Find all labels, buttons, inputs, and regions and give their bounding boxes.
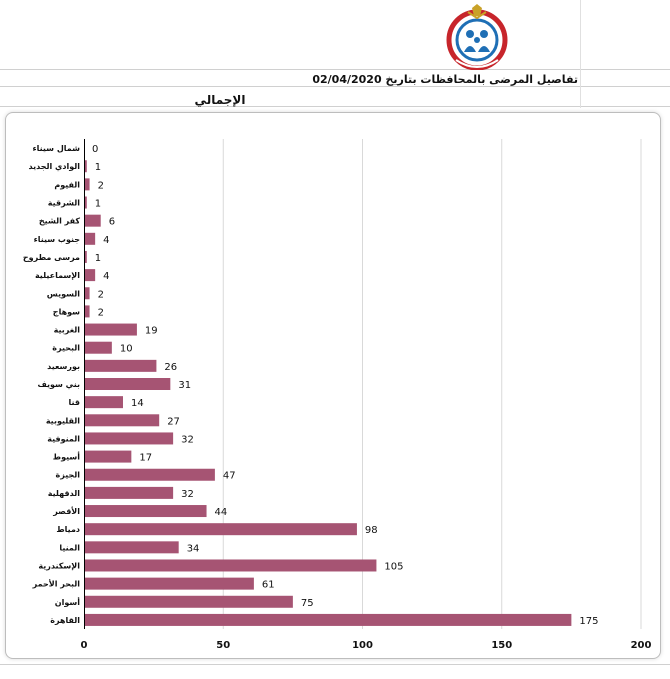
category-label: الأقصر bbox=[52, 506, 80, 516]
bar bbox=[84, 414, 160, 427]
category-label: قنا bbox=[68, 398, 80, 407]
value-label: 1 bbox=[95, 162, 101, 173]
bar bbox=[84, 523, 357, 536]
bar bbox=[84, 214, 101, 227]
category-label: الدقهلية bbox=[48, 489, 81, 498]
x-tick-label: 0 bbox=[81, 640, 88, 651]
value-label: 4 bbox=[103, 271, 109, 282]
chart-header-title: تفاصيل المرضى بالمحافظات بتاريخ 02/04/20… bbox=[312, 73, 578, 86]
bar bbox=[84, 378, 171, 390]
bar bbox=[84, 323, 137, 336]
value-label: 17 bbox=[139, 453, 152, 464]
value-label: 2 bbox=[98, 180, 104, 191]
bar bbox=[84, 196, 87, 209]
value-label: 175 bbox=[579, 616, 598, 627]
category-label: المنوفية bbox=[47, 434, 80, 443]
category-label: الإسماعيلية bbox=[35, 271, 80, 280]
category-label: البحيرة bbox=[52, 344, 80, 353]
value-label: 14 bbox=[131, 398, 144, 409]
category-label: الإسكندرية bbox=[38, 561, 80, 570]
bar bbox=[84, 232, 96, 245]
bar bbox=[84, 396, 123, 409]
x-tick-label: 100 bbox=[352, 640, 373, 651]
value-label: 6 bbox=[109, 217, 115, 228]
chart-header-subtitle: الإجمالي bbox=[194, 93, 246, 107]
value-label: 1 bbox=[95, 253, 101, 264]
x-tick-label: 200 bbox=[631, 640, 652, 651]
value-label: 2 bbox=[98, 307, 104, 318]
bar bbox=[84, 450, 132, 463]
value-label: 31 bbox=[178, 380, 191, 391]
category-label: البحر الأحمر bbox=[32, 579, 81, 589]
bar bbox=[84, 577, 254, 590]
value-label: 61 bbox=[262, 580, 275, 591]
value-label: 98 bbox=[365, 525, 378, 536]
category-label: الفيوم bbox=[54, 180, 80, 189]
value-label: 44 bbox=[215, 507, 228, 518]
bar bbox=[84, 359, 157, 372]
category-label: أسيوط bbox=[53, 452, 80, 462]
bar bbox=[84, 559, 377, 572]
category-label: الوادي الجديد bbox=[29, 162, 81, 171]
value-label: 75 bbox=[301, 598, 314, 609]
bar bbox=[84, 613, 572, 626]
bar bbox=[84, 541, 179, 554]
value-label: 27 bbox=[167, 416, 180, 427]
bar bbox=[84, 160, 87, 173]
bar bbox=[84, 269, 96, 282]
category-label: القاهرة bbox=[50, 616, 80, 625]
bar bbox=[84, 505, 207, 518]
ministry-of-health-logo bbox=[442, 4, 512, 71]
category-label: الشرقية bbox=[48, 199, 80, 208]
category-label: أسوان bbox=[55, 597, 80, 607]
value-label: 32 bbox=[181, 434, 194, 445]
category-label: بورسعيد bbox=[47, 362, 80, 371]
value-label: 26 bbox=[164, 362, 177, 373]
category-label: دمياط bbox=[56, 525, 80, 534]
bar bbox=[84, 468, 215, 481]
value-label: 0 bbox=[92, 144, 98, 155]
value-label: 10 bbox=[120, 344, 133, 355]
x-tick-label: 50 bbox=[216, 640, 230, 651]
bar bbox=[84, 287, 90, 300]
value-label: 32 bbox=[181, 489, 194, 500]
category-label: سوهاج bbox=[53, 307, 80, 316]
value-label: 105 bbox=[384, 561, 403, 572]
category-label: القليوبية bbox=[46, 416, 80, 425]
bar bbox=[84, 178, 90, 191]
category-label: الغربية bbox=[54, 326, 81, 335]
bar bbox=[84, 250, 87, 263]
bar bbox=[84, 595, 293, 608]
bar bbox=[84, 432, 174, 445]
category-label: المنيا bbox=[59, 543, 80, 552]
bar bbox=[84, 341, 112, 354]
value-label: 47 bbox=[223, 471, 236, 482]
category-label: الجيزة bbox=[56, 471, 81, 480]
category-label: بني سويف bbox=[37, 380, 80, 389]
value-label: 34 bbox=[187, 543, 200, 554]
value-label: 4 bbox=[103, 235, 109, 246]
bar bbox=[84, 486, 174, 499]
x-tick-label: 150 bbox=[491, 640, 512, 651]
value-label: 2 bbox=[98, 289, 104, 300]
category-label: مرسى مطروح bbox=[23, 253, 80, 262]
category-label: جنوب سيناء bbox=[34, 235, 81, 244]
bar bbox=[84, 305, 90, 318]
category-label: كفر الشيخ bbox=[39, 217, 80, 226]
value-label: 19 bbox=[145, 326, 158, 337]
value-label: 1 bbox=[95, 199, 101, 210]
category-label: السويس bbox=[47, 289, 80, 299]
category-label: شمال سيناء bbox=[33, 144, 81, 153]
